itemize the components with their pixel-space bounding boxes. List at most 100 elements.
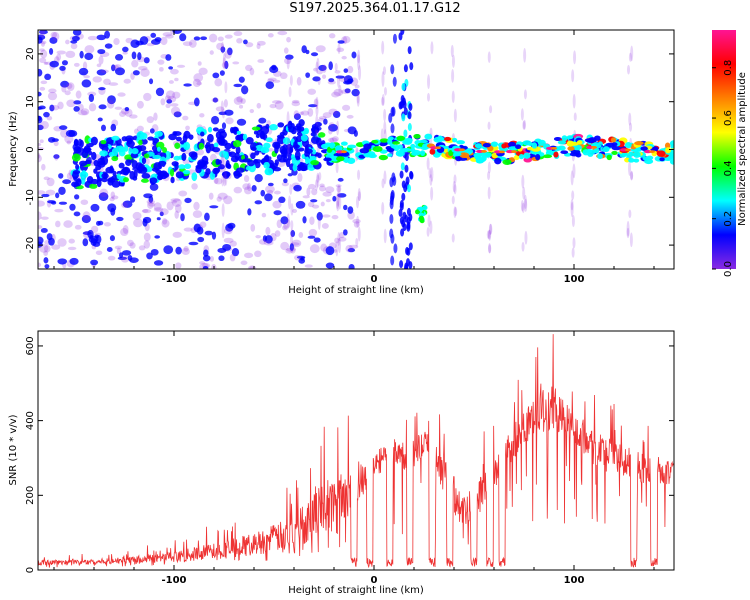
spectrogram-cell xyxy=(192,78,202,88)
spectrogram-cell xyxy=(138,139,143,146)
spectrogram-cell xyxy=(176,64,186,68)
spectrogram-cell xyxy=(572,144,582,151)
spectrogram-cell xyxy=(158,160,167,166)
spectrogram-cell xyxy=(572,94,576,109)
spectrogram-cell xyxy=(488,244,492,254)
spectrogram-cell xyxy=(670,143,674,150)
spectrogram-cell xyxy=(90,136,98,146)
spectrogram-cell xyxy=(325,246,335,256)
spectrogram-cell xyxy=(184,197,192,204)
spectrogram-cell xyxy=(193,223,201,233)
spectrogram-cell xyxy=(107,95,116,105)
spectrogram-cell xyxy=(58,173,64,179)
spectrogram-cell xyxy=(204,230,213,236)
spectrogram-cell xyxy=(396,135,406,141)
spectrogram-cell xyxy=(669,158,674,165)
spectrogram-cell xyxy=(429,148,436,155)
spectrogram-cell xyxy=(489,223,493,235)
spectrogram-cell xyxy=(236,118,247,126)
spectrogram-cell xyxy=(63,220,73,228)
spectrogram-cell xyxy=(459,152,470,159)
spectrogram-cell xyxy=(48,237,55,246)
spectrogram-cell xyxy=(523,194,527,209)
spectrogram-cell xyxy=(227,222,236,229)
spectrogram-cell xyxy=(162,147,168,153)
spectrogram-cell xyxy=(231,247,240,257)
spectrogram-cell xyxy=(315,96,319,110)
spectrogram-cell xyxy=(328,127,333,135)
spectrogram-cell xyxy=(560,150,569,155)
spectrogram-cell xyxy=(287,121,293,130)
spectrogram-cell xyxy=(308,183,316,190)
spectrogram-cell xyxy=(39,30,48,35)
spectrogram-cell xyxy=(336,120,340,136)
spectrogram-cell xyxy=(399,260,404,269)
spectrogram-cell xyxy=(202,266,209,269)
spectrogram-cell xyxy=(313,67,319,72)
spectrogram-cell xyxy=(255,144,264,152)
spectrogram-cell xyxy=(55,220,61,228)
spectrogram-cell xyxy=(143,153,150,159)
colorbar-label: Normalized spectral amplitude xyxy=(737,72,748,226)
spectrogram-cell xyxy=(211,97,219,103)
spectrogram-cell xyxy=(156,217,161,221)
spectrogram-cell xyxy=(310,132,317,137)
spectrogram-cell xyxy=(523,89,527,100)
spectrogram-cell xyxy=(217,192,228,200)
spectrogram-cell xyxy=(111,180,121,188)
spectrogram-cell xyxy=(322,112,332,119)
spectrogram-cell xyxy=(155,87,165,97)
spectrogram-cell xyxy=(251,185,257,192)
spectrogram-cell xyxy=(183,141,191,151)
spectrogram-cell xyxy=(428,167,432,179)
spectrogram-cell xyxy=(99,150,108,157)
spectrogram-cell xyxy=(267,182,274,187)
spectrogram-cell xyxy=(325,186,335,194)
spectrogram-cell xyxy=(587,149,596,155)
spectrogram-cell xyxy=(357,49,361,64)
spectrogram-cell xyxy=(545,150,554,156)
spectrogram-cell xyxy=(298,126,305,132)
spectrogram-cell xyxy=(104,30,111,39)
spectrogram-cell xyxy=(232,139,242,148)
spectrogram-cell xyxy=(193,201,200,211)
spectrogram-cell xyxy=(224,34,233,39)
snr-ytick-label: 0 xyxy=(25,567,36,573)
spectrogram-cell xyxy=(167,95,177,103)
spectrogram-cell xyxy=(81,79,92,88)
spectrogram-cell xyxy=(73,62,80,67)
spectrogram-cell xyxy=(72,169,81,175)
spectrogram-cell xyxy=(81,215,91,224)
colorbar-ticks: 0.0 0.2 0.4 0.6 0.8 xyxy=(712,60,734,277)
spectrogram-cell xyxy=(39,139,44,144)
spectrogram-cell xyxy=(65,39,70,45)
spectrogram-cell xyxy=(40,216,49,220)
spectrogram-cell xyxy=(633,151,641,158)
spectrogram-cell xyxy=(159,208,169,216)
spectrogram-cell xyxy=(227,47,233,56)
spectrogram-cell xyxy=(154,37,162,42)
spectrogram-cell xyxy=(193,36,201,41)
spectrogram-cell xyxy=(389,213,394,224)
spectrogram-cell xyxy=(223,171,227,187)
spectrogram-cell xyxy=(283,178,288,184)
spectrogram-cell xyxy=(418,139,428,144)
spectrogram-cell xyxy=(165,90,176,100)
spectrogram-cell xyxy=(430,186,434,201)
spectrogram-cell xyxy=(337,184,341,199)
spectrogram-cell xyxy=(242,183,251,190)
spectrogram-cell xyxy=(214,78,223,87)
spectrogram-cell xyxy=(160,36,168,46)
spectrogram-cell xyxy=(249,266,255,269)
spectrogram-cell xyxy=(212,127,219,132)
spectrogram-cell xyxy=(164,95,171,102)
spectrogram-cell xyxy=(88,103,97,112)
spectrogram-cell xyxy=(407,111,412,120)
spectrogram-cell xyxy=(316,174,320,188)
spectrogram-cell xyxy=(71,35,80,42)
spectrogram-cell xyxy=(160,98,166,106)
spectrogram-cell xyxy=(291,99,300,104)
spectrogram-cell xyxy=(296,76,302,86)
spectrogram-cell xyxy=(184,163,192,170)
spectrogram-cell xyxy=(68,238,75,244)
